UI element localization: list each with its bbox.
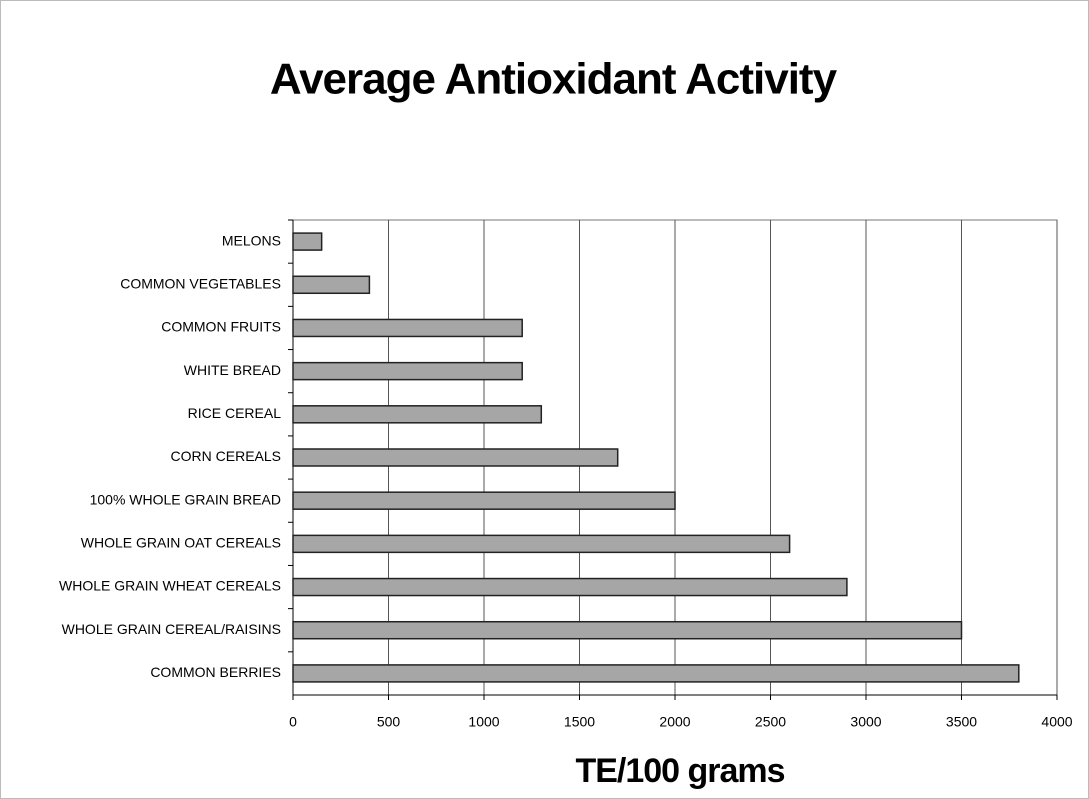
y-tick-label: COMMON FRUITS [161, 319, 281, 335]
bar [292, 577, 848, 597]
x-tick-label: 2500 [755, 714, 786, 730]
x-tick-label: 3000 [850, 714, 881, 730]
y-tick-label: WHITE BREAD [184, 362, 281, 378]
y-tick-label: 100% WHOLE GRAIN BREAD [90, 491, 281, 507]
bar [292, 491, 676, 510]
y-tick-label: COMMON VEGETABLES [120, 275, 281, 291]
bar [292, 620, 963, 640]
x-tick-label: 0 [289, 714, 297, 730]
bar [292, 232, 323, 251]
x-tick-label: 1000 [468, 714, 499, 730]
bar [292, 275, 371, 295]
bar [292, 405, 543, 424]
y-tick-label: WHOLE GRAIN WHEAT CEREALS [59, 578, 281, 594]
bar [292, 664, 1020, 683]
y-tick-label: COMMON BERRIES [150, 664, 281, 680]
y-tick-label: WHOLE GRAIN CEREAL/RAISINS [62, 621, 281, 637]
x-tick-label: 3500 [946, 714, 977, 730]
x-tick-label: 1500 [564, 714, 595, 730]
x-tick-label: 500 [377, 714, 401, 730]
bar [292, 534, 791, 554]
bar [292, 318, 523, 338]
bar [292, 361, 523, 381]
chart-title: Average Antioxidant Activity [270, 55, 838, 104]
y-tick-label: MELONS [222, 232, 281, 248]
y-tick-label: CORN CEREALS [171, 448, 281, 464]
bar [292, 448, 619, 467]
x-axis-label: TE/100 grams [575, 752, 784, 790]
y-tick-label: WHOLE GRAIN OAT CEREALS [81, 535, 281, 551]
x-tick-label: 4000 [1041, 714, 1072, 730]
x-tick-label: 2000 [659, 714, 690, 730]
y-tick-label: RICE CEREAL [188, 405, 282, 421]
